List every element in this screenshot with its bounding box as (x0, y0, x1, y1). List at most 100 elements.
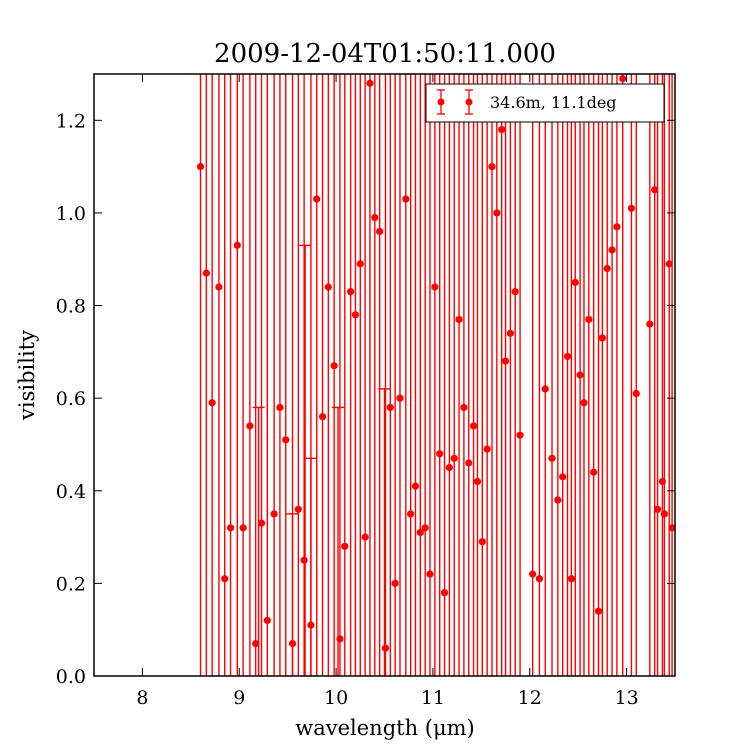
data-point (246, 422, 254, 430)
data-point (276, 403, 284, 412)
data-point (307, 621, 315, 629)
data-point (196, 163, 205, 171)
data-point (511, 288, 519, 296)
x-axis-label: wavelength (μm) (295, 716, 474, 740)
data-point (576, 371, 584, 379)
data-point (416, 528, 424, 537)
data-point (450, 454, 458, 462)
data-point (436, 450, 444, 458)
x-tick-label: 8 (136, 687, 148, 709)
data-point (215, 283, 223, 291)
data-point (590, 468, 598, 476)
y-tick-label: 0.4 (56, 481, 86, 503)
data-point (506, 329, 514, 337)
legend: 34.6m, 11.1deg (425, 83, 665, 123)
data-point (257, 519, 266, 527)
data-point (431, 283, 439, 291)
data-point (294, 505, 302, 513)
data-point (567, 575, 575, 583)
data-point (548, 454, 556, 462)
data-point (356, 260, 364, 268)
data-point (658, 477, 667, 486)
data-point (386, 403, 394, 412)
plot-frame (93, 73, 676, 677)
data-point (252, 639, 260, 648)
data-point (366, 79, 374, 87)
data-point (318, 413, 327, 421)
data-point (351, 311, 360, 319)
y-tick-label: 0.6 (56, 388, 86, 410)
data-point (263, 616, 271, 625)
data-point (465, 459, 473, 467)
data-point (483, 445, 491, 453)
data-point (535, 575, 544, 583)
y-tick-label: 1.0 (56, 203, 86, 225)
data-point (646, 320, 654, 328)
data-point (665, 260, 673, 268)
data-point (516, 431, 524, 439)
data-point (376, 227, 384, 236)
legend-label: 34.6m, 11.1deg (490, 93, 617, 112)
data-point (627, 204, 636, 212)
y-tick-label: 0.8 (56, 296, 86, 318)
data-point (608, 246, 616, 254)
data-point (493, 209, 501, 217)
x-tick-label: 12 (518, 687, 542, 709)
data-point (559, 473, 567, 481)
data-point (282, 436, 290, 444)
axis-ticks: 8 9 10 11 12 13 0.0 0.2 0.4 0.6 0.8 1.0 1.2 (56, 74, 675, 709)
data-point (336, 635, 344, 643)
data-point (402, 195, 410, 203)
data-point (341, 542, 349, 550)
x-tick-label: 9 (233, 687, 245, 709)
data-point (571, 278, 579, 286)
data-point (391, 579, 399, 587)
data-point (226, 524, 235, 532)
data-point (585, 315, 593, 324)
data-point (473, 477, 482, 486)
data-point (653, 505, 662, 513)
data-point (347, 288, 355, 296)
data-point (488, 163, 496, 171)
data-point (632, 389, 640, 398)
data-point (208, 399, 216, 407)
data-point (445, 464, 453, 472)
plot-area (196, 74, 675, 676)
data-point (440, 589, 449, 597)
data-point (603, 264, 611, 273)
data-point (313, 195, 321, 203)
data-point (501, 357, 510, 365)
data-point (563, 352, 572, 361)
data-point (202, 269, 210, 277)
data-point (613, 223, 621, 231)
data-point (411, 482, 420, 490)
data-point (300, 556, 308, 564)
data-point (651, 186, 659, 194)
data-point (270, 510, 278, 518)
y-tick-label: 0.0 (56, 666, 86, 688)
data-point (407, 510, 415, 518)
data-point (324, 283, 332, 291)
data-point (421, 524, 429, 532)
data-point (660, 510, 668, 518)
data-point (361, 533, 369, 541)
data-point (478, 538, 486, 546)
data-point (619, 75, 627, 83)
data-point (233, 241, 241, 249)
data-point (426, 570, 434, 578)
data-point (529, 570, 537, 578)
y-axis-label: visibility (15, 330, 39, 421)
legend-marker (437, 89, 473, 115)
y-tick-label: 1.2 (56, 110, 86, 132)
data-point (580, 399, 588, 407)
data-point (541, 385, 549, 393)
x-tick-label: 10 (324, 687, 348, 709)
data-point (330, 362, 338, 370)
data-point (594, 607, 603, 615)
data-point (396, 394, 404, 402)
data-point (381, 644, 390, 652)
x-tick-label: 13 (614, 687, 638, 709)
data-point (598, 334, 606, 342)
data-point (554, 496, 562, 504)
